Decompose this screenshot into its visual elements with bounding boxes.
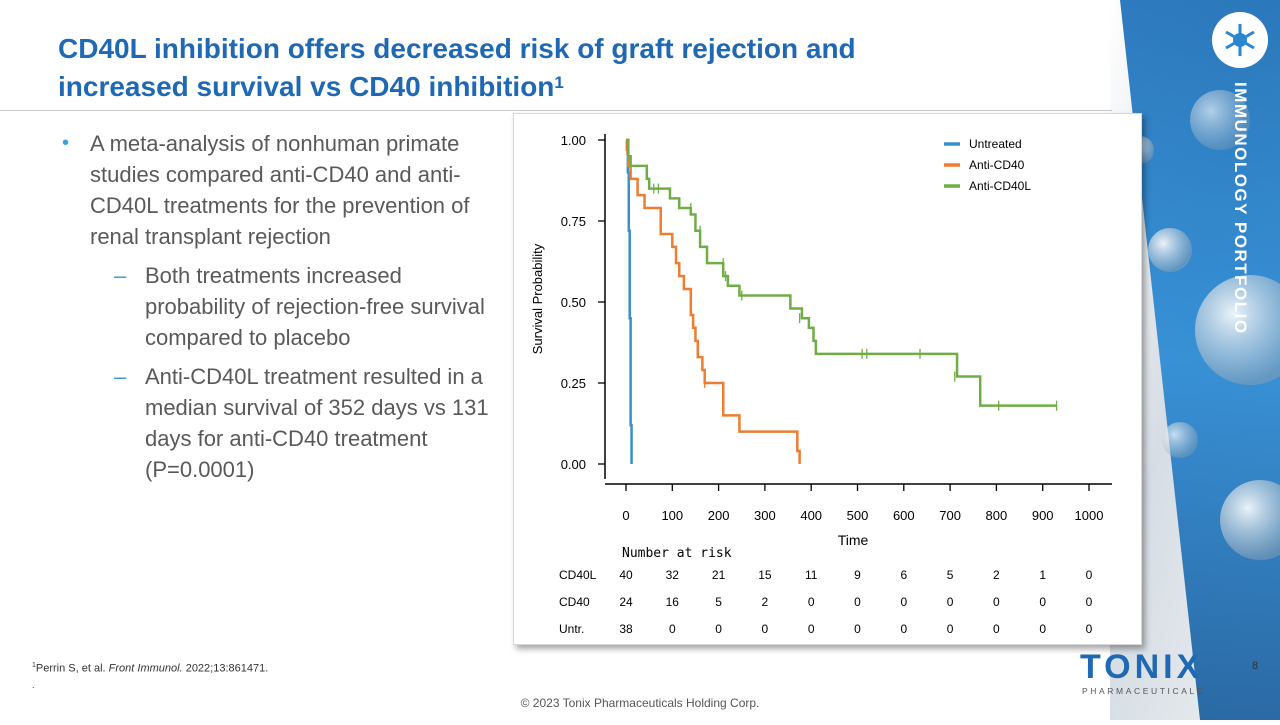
risk-table-title: Number at risk: [622, 546, 732, 561]
x-tick-label: 1000: [1075, 508, 1104, 523]
company-badge-icon: [1212, 12, 1268, 68]
x-tick-label: 200: [708, 508, 730, 523]
risk-cell: 0: [900, 622, 907, 636]
sidebar-label: IMMUNOLOGY PORTFOLIO: [1231, 82, 1250, 335]
series-line-anti-cd40l: [626, 138, 1057, 407]
footnote: 1Perrin S, et al. Front Immunol. 2022;13…: [32, 662, 268, 675]
risk-cell: 21: [712, 568, 726, 582]
risk-cell: 0: [947, 622, 954, 636]
risk-cell: 0: [854, 595, 861, 609]
legend-label: Anti-CD40: [969, 158, 1025, 172]
km-chart: 0.000.250.500.751.000 100 200 300 400 500 600 7…: [530, 133, 1112, 636]
x-tick-label: 0: [622, 508, 629, 523]
sub-bullet-item: – Both treatments increased probability …: [62, 260, 492, 353]
risk-cell: 15: [758, 568, 772, 582]
footnote-text: Perrin S, et al.: [35, 662, 109, 675]
bullet-dot-icon: •: [62, 132, 70, 154]
dash-icon: –: [114, 263, 127, 288]
risk-cell: 0: [1086, 595, 1093, 609]
y-tick-label: 0.25: [561, 376, 586, 391]
footnote-citation: 2022;13:861471.: [182, 662, 269, 675]
risk-cell: 40: [619, 568, 633, 582]
risk-cell: 0: [1039, 622, 1046, 636]
risk-row-label: CD40: [559, 595, 590, 609]
risk-cell: 5: [947, 568, 954, 582]
risk-cell: 5: [715, 595, 722, 609]
risk-cell: 0: [808, 595, 815, 609]
title-line-2-text: increased survival vs CD40 inhibition: [58, 71, 555, 102]
title-footnote-ref: 1: [554, 73, 564, 92]
risk-cell: 0: [1086, 568, 1093, 582]
x-tick-label: 300: [754, 508, 776, 523]
risk-cell: 0: [715, 622, 722, 636]
risk-cell: 0: [993, 622, 1000, 636]
bullet-text: A meta-analysis of nonhuman primate stud…: [90, 131, 470, 249]
bullet-item: • A meta-analysis of nonhuman primate st…: [62, 128, 492, 252]
title-divider: [0, 110, 1112, 111]
x-tick-label: 600: [893, 508, 915, 523]
risk-cell: 2: [993, 568, 1000, 582]
risk-cell: 32: [666, 568, 680, 582]
x-tick-label: 500: [847, 508, 869, 523]
series-line-untreated: [625, 138, 633, 464]
risk-cell: 0: [669, 622, 676, 636]
bullet-list: • A meta-analysis of nonhuman primate st…: [62, 128, 492, 493]
x-tick-label: 100: [661, 508, 683, 523]
title-line-1: CD40L inhibition offers decreased risk o…: [58, 33, 856, 64]
risk-cell: 0: [808, 622, 815, 636]
dash-icon: –: [114, 364, 127, 389]
risk-cell: 0: [947, 595, 954, 609]
risk-cell: 0: [993, 595, 1000, 609]
title-line-2: increased survival vs CD40 inhibition1: [58, 68, 1058, 106]
footnote-journal: Front Immunol.: [108, 662, 183, 675]
risk-cell: 0: [762, 622, 769, 636]
page-title: CD40L inhibition offers decreased risk o…: [58, 30, 1058, 106]
series-line-anti-cd40: [626, 138, 801, 464]
sub-bullet-item: – Anti-CD40L treatment resulted in a med…: [62, 361, 492, 485]
tonix-logo: TONIX PHARMACEUTICALS: [1080, 648, 1205, 696]
x-tick-label: 900: [1032, 508, 1054, 523]
chart-panel: 0.00 0.25 0.50 0.75 1.00 0 100 200 300 400 500 600 7…: [513, 113, 1142, 645]
svg-text:TONIX: TONIX: [1080, 648, 1203, 686]
risk-cell: 11: [805, 568, 818, 582]
risk-cell: 0: [900, 595, 907, 609]
copyright: © 2023 Tonix Pharmaceuticals Holding Cor…: [520, 696, 760, 710]
page-number: 8: [1252, 660, 1259, 672]
legend-label: Untreated: [969, 137, 1022, 151]
y-tick-label: 0.75: [561, 214, 586, 229]
svg-text:IMMUNOLOGY PORTFOLIO: IMMUNOLOGY PORTFOLIO: [1231, 82, 1250, 335]
risk-row-label: Untr.: [559, 622, 584, 636]
risk-cell: 24: [619, 595, 633, 609]
sub-bullet-text: Anti-CD40L treatment resulted in a media…: [145, 364, 489, 482]
x-tick-label: 400: [800, 508, 822, 523]
risk-cell: 38: [619, 622, 633, 636]
risk-cell: 0: [1086, 622, 1093, 636]
x-tick-label: 800: [986, 508, 1008, 523]
risk-cell: 9: [854, 568, 861, 582]
x-axis-title: Time: [838, 532, 869, 548]
sidebar-decoration: [1110, 0, 1280, 720]
footnote-marker: 1: [32, 662, 36, 669]
footnote-dot: .: [32, 680, 35, 690]
y-tick-label: 0.00: [561, 457, 586, 472]
sub-bullet-text: Both treatments increased probability of…: [145, 263, 485, 350]
risk-cell: 6: [900, 568, 907, 582]
risk-cell: 1: [1039, 568, 1046, 582]
y-tick-label: 1.00: [561, 133, 586, 148]
svg-text:PHARMACEUTICALS: PHARMACEUTICALS: [1082, 686, 1205, 696]
risk-row-label: CD40L: [559, 568, 597, 582]
y-tick-label: 0.50: [561, 295, 586, 310]
risk-cell: 0: [854, 622, 861, 636]
legend-label: Anti-CD40L: [969, 179, 1031, 193]
x-tick-label: 700: [939, 508, 961, 523]
risk-cell: 16: [666, 595, 680, 609]
risk-cell: 0: [1039, 595, 1046, 609]
risk-cell: 2: [762, 595, 769, 609]
y-axis-title: Survival Probability: [530, 243, 545, 354]
